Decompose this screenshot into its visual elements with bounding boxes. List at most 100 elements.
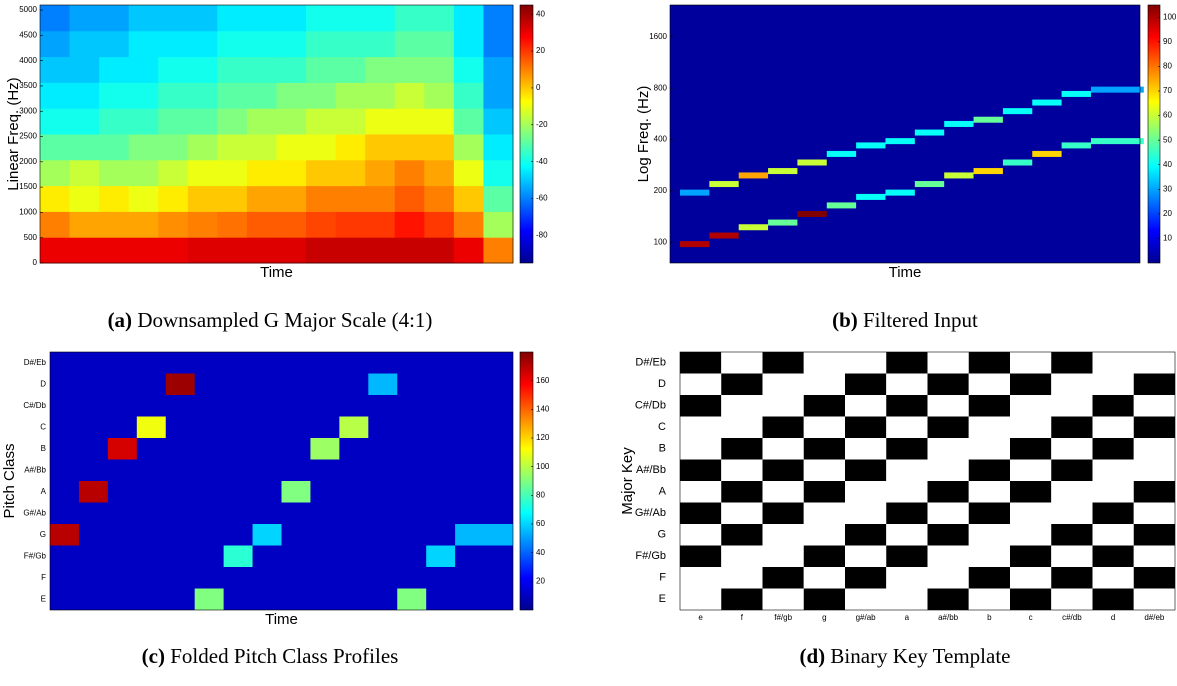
heat-cell: [335, 82, 366, 109]
x-tick-label: d: [1111, 613, 1115, 622]
heat-cell: [246, 82, 277, 109]
template-cell: [1092, 588, 1134, 610]
template-cell: [721, 545, 763, 567]
heat-cell: [69, 5, 100, 32]
harmonic: [1032, 99, 1062, 106]
template-cell: [721, 395, 763, 417]
harmonic: [914, 129, 945, 136]
heat-cell: [69, 211, 100, 238]
heat-cell: [365, 30, 396, 58]
heat-cell: [128, 82, 159, 109]
heat-cell: [306, 30, 337, 58]
heat-cell: [335, 211, 366, 238]
y-tick-label: D#/Eb: [635, 357, 666, 369]
profile-cell: [426, 545, 456, 567]
template-cell: [721, 588, 763, 610]
heat-cell: [483, 185, 514, 212]
template-cell: [845, 502, 887, 524]
x-axis-label: Time: [265, 611, 298, 628]
template-cell: [845, 524, 887, 546]
template-cell: [680, 502, 722, 524]
heat-cell: [187, 185, 218, 212]
profile-cell: [368, 373, 398, 395]
template-cell: [927, 459, 969, 481]
colorbar-tick-label: -60: [536, 194, 548, 203]
harmonic: [826, 150, 857, 157]
y-tick-label: E: [41, 594, 46, 603]
note: [944, 172, 974, 179]
y-tick-label: 2000: [19, 157, 37, 166]
note: [1061, 142, 1091, 149]
template-cell: [721, 524, 763, 546]
heat-cell: [69, 30, 100, 58]
heat-cell: [483, 237, 514, 264]
template-cell: [968, 567, 1010, 589]
heat-cell: [40, 211, 71, 238]
template-cell: [968, 395, 1010, 417]
heat-cell: [306, 159, 337, 187]
heat-cell: [394, 5, 425, 32]
colorbar-tick-label: 120: [536, 433, 550, 442]
y-tick-label: G#/Ab: [635, 507, 666, 519]
template-cell: [803, 395, 845, 417]
template-cell: [1051, 502, 1093, 524]
template-cell: [680, 459, 722, 481]
heat-cell: [424, 5, 455, 32]
colorbar-tick-label: 60: [1163, 111, 1172, 120]
template-cell: [1092, 438, 1134, 460]
template-cell: [845, 588, 887, 610]
caption: (d) Binary Key Template: [799, 644, 1010, 668]
heat-cell: [246, 159, 277, 187]
template-cell: [886, 373, 928, 395]
caption-text: Folded Pitch Class Profiles: [170, 644, 398, 668]
heat-cell: [217, 159, 248, 187]
heat-cell: [69, 185, 100, 212]
heat-cell: [276, 5, 307, 32]
plot-frame: [669, 4, 1141, 264]
template-cell: [803, 352, 845, 374]
heat-cell: [99, 30, 130, 58]
template-cell: [680, 438, 722, 460]
caption-label: (a): [108, 308, 133, 332]
heat-cell: [187, 134, 218, 161]
y-tick-label: A#/Bb: [24, 465, 46, 474]
heat-cell: [335, 30, 366, 58]
heat-cell: [128, 56, 159, 83]
note: [709, 232, 739, 239]
y-axis-label: Log Freq. (Hz): [635, 86, 652, 183]
heat-cell: [453, 82, 484, 109]
template-cell: [927, 373, 969, 395]
template-cell: [762, 545, 804, 567]
y-tick-label: D#/Eb: [24, 358, 47, 367]
heat-cell: [158, 185, 189, 212]
template-cell: [680, 395, 722, 417]
heat-cell: [483, 5, 514, 32]
harmonic: [856, 142, 886, 149]
template-cell: [1092, 373, 1134, 395]
heat-cell: [424, 211, 455, 238]
heat-cell: [187, 82, 218, 109]
template-cell: [968, 416, 1010, 438]
heat-cell: [217, 185, 248, 212]
note: [856, 193, 886, 200]
colorbar-tick-label: 90: [1163, 37, 1172, 46]
caption: (b) Filtered Input: [832, 308, 978, 332]
colorbar-tick-label: -40: [536, 157, 548, 166]
profile-cell: [223, 545, 253, 567]
template-cell: [968, 481, 1010, 503]
caption-label: (d): [799, 644, 825, 668]
heat-cell: [394, 211, 425, 238]
heat-cell: [217, 82, 248, 109]
plot-frame: [49, 351, 514, 611]
heat-cell: [217, 211, 248, 238]
x-tick-label: f: [741, 613, 744, 622]
template-cell: [680, 567, 722, 589]
template-cell: [762, 352, 804, 374]
caption-label: (b): [832, 308, 858, 332]
heat-cell: [394, 134, 425, 161]
heat-cell: [99, 237, 130, 264]
colorbar-tick-label: 20: [1163, 209, 1172, 218]
template-cell: [1092, 416, 1134, 438]
profile-cell: [136, 416, 166, 438]
template-cell: [927, 524, 969, 546]
